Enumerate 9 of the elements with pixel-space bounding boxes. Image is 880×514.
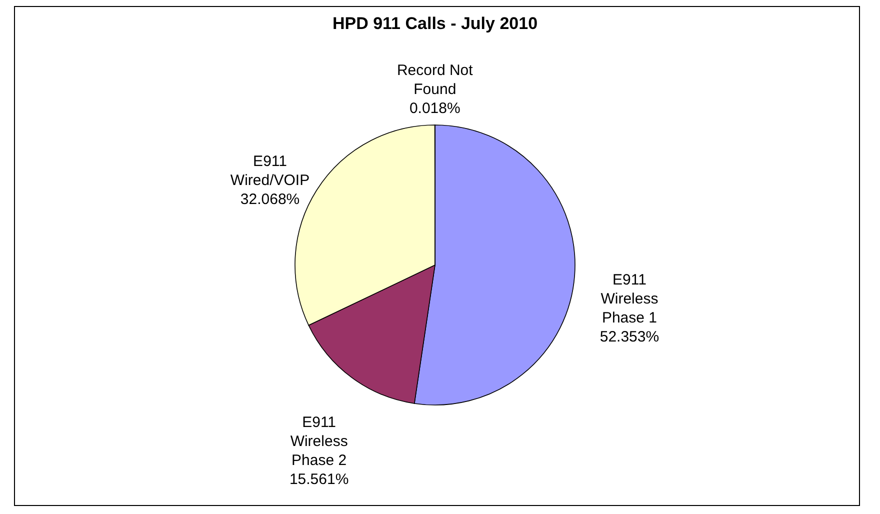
slice-label: E911 Wireless Phase 1 — [600, 271, 658, 326]
slice-label: Record Not Found — [396, 62, 474, 98]
data-label: 32.068% — [240, 191, 300, 208]
data-label: 0.018% — [409, 100, 460, 117]
chart-title: HPD 911 Calls - July 2010 — [332, 14, 538, 33]
slice-label: E911 Wireless Phase 2 — [290, 414, 348, 469]
data-label: 15.561% — [289, 470, 349, 488]
data-label: 52.353% — [600, 328, 660, 346]
slice-label: E911 Wired/VOIP — [230, 153, 310, 190]
